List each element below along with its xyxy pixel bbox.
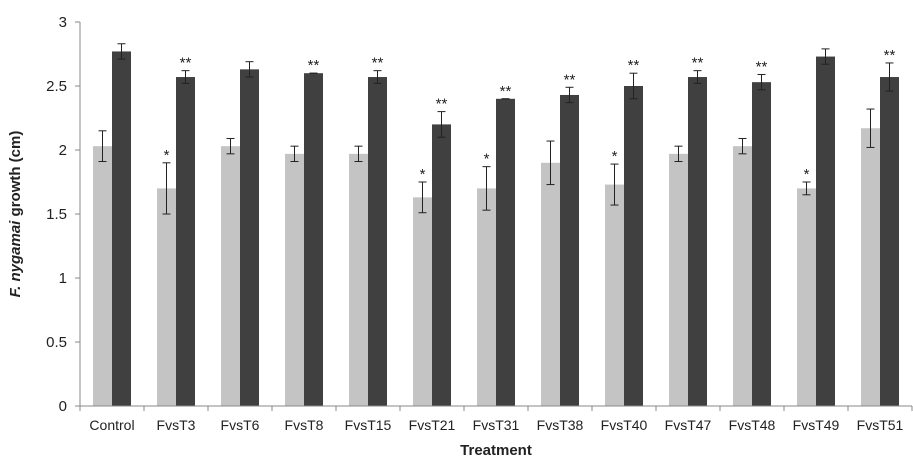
- bar: [733, 146, 752, 406]
- error-bar: [181, 70, 190, 84]
- significance-label: **: [308, 57, 320, 74]
- significance-label: *: [804, 166, 810, 183]
- error-bar: [885, 62, 894, 92]
- bar: [797, 188, 816, 406]
- significance-label: *: [484, 151, 490, 168]
- x-tick-label: FvsT6: [221, 417, 260, 433]
- y-tick-label: 1: [59, 270, 67, 287]
- error-bar: [821, 48, 830, 65]
- error-bar: [866, 108, 875, 148]
- bar: [304, 73, 323, 406]
- x-tick-label: FvsT8: [285, 417, 324, 433]
- x-tick-label: FvsT21: [409, 417, 456, 433]
- bar: [816, 56, 835, 407]
- significance-label: *: [420, 166, 426, 183]
- y-axis-title-species: F. nygamai: [7, 220, 24, 298]
- significance-label: **: [436, 96, 448, 113]
- y-axis-ticks: 0 0.5 1 1.5 2 2.5 3: [46, 14, 80, 415]
- error-bar: [674, 145, 683, 163]
- significance-label: **: [756, 58, 768, 75]
- significance-label: **: [692, 55, 704, 72]
- significance-label: **: [372, 55, 384, 72]
- bar: [93, 146, 112, 406]
- x-axis-title: Treatment: [460, 442, 532, 459]
- error-bar: [693, 70, 702, 84]
- bar: [176, 77, 195, 406]
- bar: [285, 153, 304, 406]
- x-tick-label: FvsT38: [537, 417, 584, 433]
- bar: [413, 197, 432, 406]
- bar: [240, 69, 259, 407]
- x-tick-label: FvsT3: [157, 417, 196, 433]
- x-tick-label: FvsT47: [665, 417, 712, 433]
- bar: [880, 77, 899, 406]
- bars: [93, 51, 899, 407]
- significance-label: *: [612, 148, 618, 165]
- error-bar: [610, 163, 619, 206]
- significance-label: **: [500, 83, 512, 100]
- bar: [624, 86, 643, 406]
- error-bar: [245, 61, 254, 78]
- error-bar: [802, 181, 811, 196]
- significance-label: *: [164, 147, 170, 164]
- bar: [541, 162, 560, 406]
- y-tick-label: 2: [59, 142, 67, 159]
- x-tick-label: FvsT48: [729, 417, 776, 433]
- error-bar: [290, 145, 299, 163]
- x-tick-label: Control: [89, 417, 134, 433]
- y-tick-label: 1.5: [46, 206, 67, 223]
- bar: [221, 146, 240, 406]
- bar: [477, 188, 496, 406]
- error-bar: [226, 137, 235, 155]
- error-bar: [117, 43, 126, 60]
- bar: [560, 94, 579, 407]
- x-tick-label: FvsT49: [793, 417, 840, 433]
- x-tick-label: FvsT15: [345, 417, 392, 433]
- error-bar: [546, 140, 555, 186]
- error-bar: [565, 86, 574, 104]
- bar: [112, 51, 131, 406]
- error-bar: [738, 137, 747, 155]
- significance-label: **: [628, 57, 640, 74]
- bar: [496, 98, 515, 407]
- error-bar: [482, 166, 491, 211]
- significance-label: **: [564, 71, 576, 88]
- bar: [752, 82, 771, 406]
- error-bar: [373, 70, 382, 84]
- bar: [669, 153, 688, 406]
- error-bar: [629, 72, 638, 100]
- x-tick-label: FvsT31: [473, 417, 520, 433]
- error-bar: [418, 181, 427, 214]
- y-tick-label: 0.5: [46, 334, 67, 351]
- bar: [605, 184, 624, 406]
- x-tick-label: FvsT40: [601, 417, 648, 433]
- y-tick-label: 3: [59, 14, 67, 31]
- y-axis-title-unit: growth (cm): [7, 131, 24, 221]
- bar: [157, 188, 176, 406]
- bar: [349, 153, 368, 406]
- error-bar: [757, 73, 766, 91]
- bar: [432, 124, 451, 407]
- error-bar: [437, 111, 446, 138]
- error-bars: [98, 43, 894, 215]
- x-axis-ticks: Control FvsT3 FvsT6 FvsT8 FvsT15 FvsT21 FvsT31…: [79, 406, 913, 433]
- bar: [368, 77, 387, 406]
- significance-markers: *** **** ** ********** ** ****: [164, 47, 896, 183]
- bar: [688, 77, 707, 406]
- y-axis-title: F. nygamai growth (cm): [7, 131, 24, 298]
- y-tick-label: 0: [59, 398, 67, 415]
- bar: [861, 128, 880, 407]
- significance-label: **: [180, 55, 192, 72]
- error-bar: [354, 145, 363, 163]
- significance-label: **: [884, 47, 896, 64]
- x-tick-label: FvsT51: [857, 417, 904, 433]
- error-bar: [162, 162, 171, 215]
- error-bar: [98, 130, 107, 163]
- y-tick-label: 2.5: [46, 78, 67, 95]
